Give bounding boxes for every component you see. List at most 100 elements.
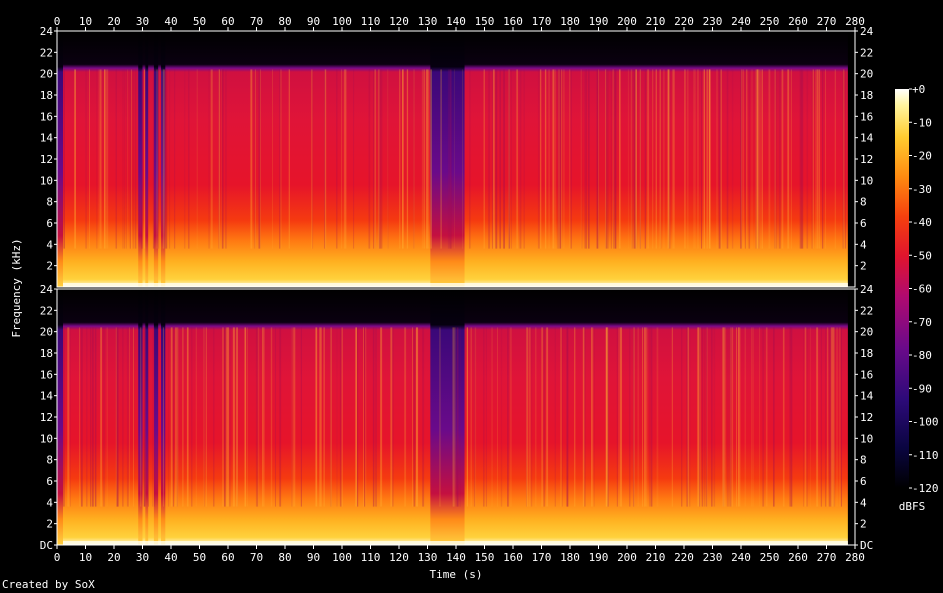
texture-stripe <box>703 69 705 249</box>
texture-stripe <box>619 327 622 507</box>
x-tick-label-top: 170 <box>532 15 552 28</box>
x-tick-label-top: 140 <box>446 15 466 28</box>
texture-stripe <box>316 327 318 507</box>
texture-stripe <box>368 69 370 249</box>
texture-stripe <box>143 327 145 507</box>
y-tick-label-left: 14 <box>40 132 54 145</box>
texture-stripe <box>516 69 518 249</box>
texture-stripe <box>668 69 671 249</box>
texture-stripe <box>752 327 754 507</box>
texture-stripe <box>699 327 701 507</box>
texture-stripe <box>416 327 418 507</box>
x-tick-label-top: 130 <box>418 15 438 28</box>
texture-stripe <box>812 69 814 249</box>
texture-stripe <box>205 327 207 507</box>
texture-stripe <box>427 69 430 249</box>
x-tick-label-bottom: 100 <box>332 551 352 564</box>
texture-stripe <box>485 327 487 507</box>
texture-stripe <box>324 69 327 249</box>
texture-stripe <box>663 69 665 249</box>
texture-stripe <box>425 69 428 249</box>
texture-stripe <box>776 69 778 249</box>
texture-stripe <box>652 69 653 249</box>
texture-stripe <box>667 69 669 249</box>
x-tick-label-bottom: 110 <box>361 551 381 564</box>
texture-stripe <box>741 69 742 249</box>
texture-stripe <box>155 69 158 249</box>
texture-stripe <box>560 69 563 249</box>
texture-stripe <box>530 327 533 507</box>
texture-stripe <box>561 327 563 507</box>
texture-stripe <box>554 69 556 249</box>
texture-stripe <box>607 327 609 507</box>
texture-stripe <box>451 327 453 507</box>
texture-stripe <box>130 69 132 249</box>
texture-stripe <box>449 69 452 249</box>
texture-stripe <box>96 69 98 249</box>
colorbar-tick-label: -50 <box>912 249 932 262</box>
texture-stripe <box>544 69 547 249</box>
texture-stripe <box>605 69 607 249</box>
footer-credit: Created by SoX <box>2 578 95 591</box>
x-tick-label-top: 40 <box>164 15 177 28</box>
texture-stripe <box>606 327 609 507</box>
colorbar-tick-label: -20 <box>912 150 932 163</box>
texture-stripe <box>374 69 376 249</box>
x-tick-label-bottom: 250 <box>760 551 780 564</box>
texture-stripe <box>353 69 355 249</box>
low-frequency-band <box>63 541 848 545</box>
texture-stripe <box>541 327 544 507</box>
low-energy-segment-4 <box>430 289 465 545</box>
texture-stripe <box>633 327 635 507</box>
texture-stripe <box>720 69 722 249</box>
y-tick-label-left: 6 <box>46 217 53 230</box>
texture-stripe <box>373 69 374 249</box>
texture-stripe <box>519 69 522 249</box>
texture-stripe <box>413 69 415 249</box>
texture-stripe <box>508 69 510 249</box>
texture-stripe <box>462 69 464 249</box>
x-tick-label-bottom: 30 <box>136 551 149 564</box>
texture-stripe <box>724 327 726 507</box>
texture-stripe <box>693 69 694 249</box>
texture-stripe <box>761 69 763 249</box>
texture-stripe <box>832 327 835 507</box>
texture-stripe <box>667 69 670 249</box>
texture-stripe <box>758 69 760 249</box>
texture-stripe <box>355 327 357 507</box>
x-tick-label-bottom: 10 <box>79 551 92 564</box>
texture-stripe <box>816 69 819 249</box>
texture-stripe <box>374 69 376 249</box>
texture-stripe <box>116 327 118 507</box>
texture-stripe <box>356 327 359 507</box>
texture-stripe <box>191 327 193 507</box>
texture-stripe <box>811 69 813 249</box>
texture-stripe <box>673 69 675 249</box>
y-tick-label-right: 14 <box>860 390 874 403</box>
texture-stripe <box>635 69 637 249</box>
texture-stripe <box>174 69 176 249</box>
texture-stripe <box>686 327 688 507</box>
texture-stripe <box>500 327 503 507</box>
texture-stripe <box>740 69 742 249</box>
y-tick-label-right: 10 <box>860 432 873 445</box>
texture-stripe <box>765 327 768 507</box>
texture-stripe <box>844 69 846 249</box>
texture-stripe <box>574 327 576 507</box>
texture-stripe <box>605 69 607 249</box>
texture-stripe <box>694 69 696 249</box>
x-tick-label-top: 250 <box>760 15 780 28</box>
x-tick-label-top: 150 <box>475 15 495 28</box>
x-tick-label-bottom: 280 <box>845 551 865 564</box>
x-tick-label-bottom: 50 <box>193 551 206 564</box>
colorbar-tick-label: -40 <box>912 216 932 229</box>
y-tick-label-right: 2 <box>860 260 867 273</box>
y-tick-label-right: 20 <box>860 326 873 339</box>
texture-stripe <box>221 69 223 249</box>
texture-stripe <box>535 327 537 507</box>
y-tick-label-right: 14 <box>860 132 874 145</box>
texture-stripe <box>406 69 409 249</box>
texture-stripe <box>188 69 190 249</box>
texture-stripe <box>756 69 758 249</box>
